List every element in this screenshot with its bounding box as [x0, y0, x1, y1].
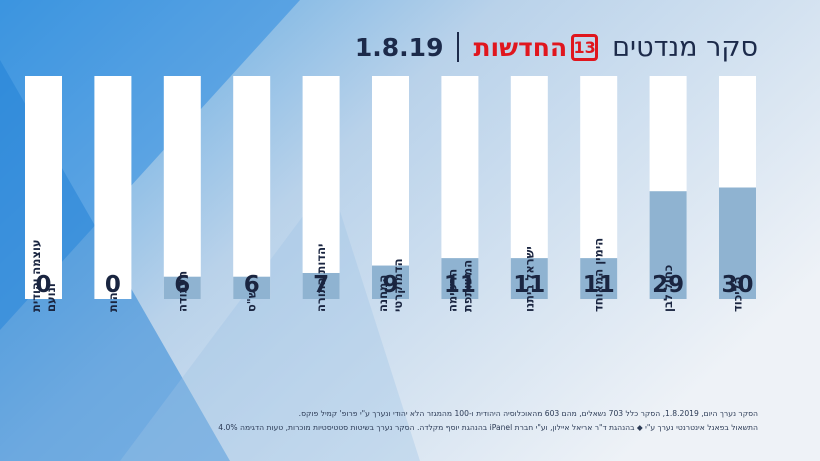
category-label: הרשימה: [445, 269, 459, 312]
bar-value-label: 7: [313, 272, 329, 298]
bar: [302, 272, 340, 299]
logo-text: החדשות: [473, 32, 568, 62]
category-label: ישראל ביתנו: [522, 246, 536, 312]
page-title: סקר מנדטים: [612, 31, 758, 63]
bar-value-label: 30: [721, 272, 753, 298]
category-label: המחנה: [376, 275, 390, 312]
channel-logo: 13 החדשות: [473, 32, 599, 62]
category-label: עוצמה יהודית: [29, 239, 43, 312]
bar-track: [372, 76, 409, 299]
bar: [510, 258, 548, 299]
bar-value-label: 0: [35, 272, 51, 298]
footer-line-1: הסקר נערך היום, 1.8.2019, הסקר כלל 703 נ…: [298, 409, 758, 418]
category-label: העבודה: [175, 271, 189, 312]
category-label: ונועם: [44, 283, 58, 312]
bar-track: [302, 76, 340, 299]
bar-track: [94, 76, 132, 299]
bar-track: [25, 76, 62, 299]
bar-value-label: 11: [583, 272, 615, 298]
category-label: יהדות התורה: [314, 244, 328, 312]
bar: [372, 265, 409, 299]
bar-value-label: 9: [382, 272, 398, 298]
bar-track: [163, 76, 201, 299]
category-label: הדמוקרטי: [391, 258, 405, 312]
bar: [233, 276, 271, 299]
bar-value-label: 29: [652, 272, 684, 298]
header: סקר מנדטים 13 החדשות 1.8.19: [355, 26, 758, 68]
category-label: כחול לבן: [661, 265, 675, 312]
header-separator: [457, 32, 460, 62]
bar: [163, 276, 201, 299]
bar: [649, 191, 687, 299]
category-label: ש"ס: [245, 289, 259, 312]
bar-value-label: 11: [444, 272, 476, 298]
poll-date: 1.8.19: [354, 32, 444, 62]
footer-notes: הסקר נערך היום, 1.8.2019, הסקר כלל 703 נ…: [40, 407, 758, 435]
bar-value-label: 6: [244, 272, 260, 298]
footer-line-2: התשאול בפאנל אינטרנטי נערך ע"י ◆ בהנהגת …: [218, 423, 758, 432]
category-label: המשותפת: [460, 260, 474, 312]
bar-value-label: 11: [513, 272, 545, 298]
bar-value-label: 6: [174, 272, 190, 298]
bar: [719, 187, 756, 299]
category-label: זהות: [106, 287, 120, 312]
bar-track: [233, 76, 271, 299]
bar: [580, 258, 618, 299]
bar: [441, 258, 479, 299]
logo-number-badge: 13: [571, 33, 599, 61]
category-label: הליכוד: [731, 277, 745, 312]
bar-value-label: 0: [105, 272, 121, 298]
category-label: הימין המאוחד: [592, 238, 606, 312]
